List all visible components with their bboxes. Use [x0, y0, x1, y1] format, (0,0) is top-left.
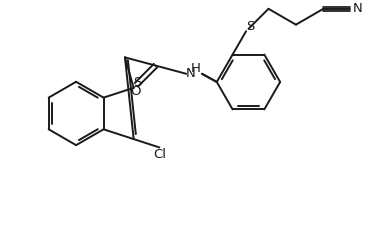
- Text: Cl: Cl: [153, 148, 166, 161]
- Text: O: O: [130, 85, 141, 98]
- Text: S: S: [246, 20, 254, 33]
- Text: H: H: [191, 62, 201, 75]
- Text: N: N: [185, 67, 195, 80]
- Text: N: N: [352, 2, 362, 15]
- Text: S: S: [133, 76, 142, 89]
